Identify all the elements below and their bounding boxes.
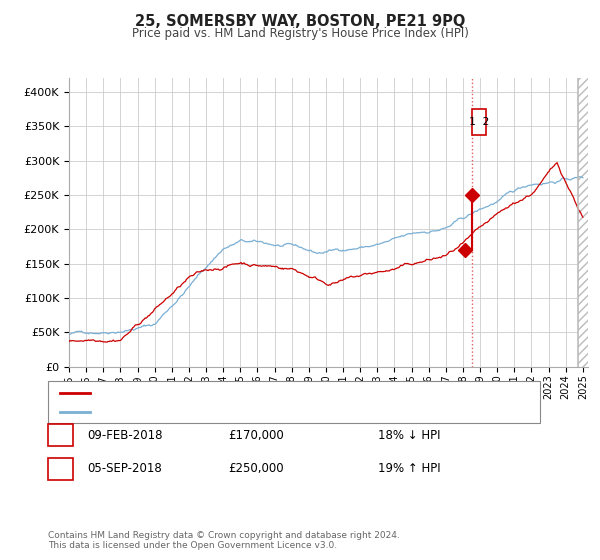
Text: HPI: Average price, detached house, Boston: HPI: Average price, detached house, Bost…: [99, 407, 328, 417]
Text: 1: 1: [56, 428, 65, 442]
Text: Contains HM Land Registry data © Crown copyright and database right 2024.
This d: Contains HM Land Registry data © Crown c…: [48, 530, 400, 550]
Text: Price paid vs. HM Land Registry's House Price Index (HPI): Price paid vs. HM Land Registry's House …: [131, 27, 469, 40]
Text: 2: 2: [56, 462, 65, 475]
Text: 25, SOMERSBY WAY, BOSTON, PE21 9PQ: 25, SOMERSBY WAY, BOSTON, PE21 9PQ: [135, 14, 465, 29]
Text: 18% ↓ HPI: 18% ↓ HPI: [378, 428, 440, 442]
Text: 09-FEB-2018: 09-FEB-2018: [87, 428, 163, 442]
Text: £250,000: £250,000: [228, 462, 284, 475]
Text: 05-SEP-2018: 05-SEP-2018: [87, 462, 162, 475]
Text: £170,000: £170,000: [228, 428, 284, 442]
Text: 19% ↑ HPI: 19% ↑ HPI: [378, 462, 440, 475]
Text: 1 2: 1 2: [469, 118, 489, 127]
FancyBboxPatch shape: [472, 109, 487, 136]
Text: 25, SOMERSBY WAY, BOSTON, PE21 9PQ (detached house): 25, SOMERSBY WAY, BOSTON, PE21 9PQ (deta…: [99, 388, 404, 398]
